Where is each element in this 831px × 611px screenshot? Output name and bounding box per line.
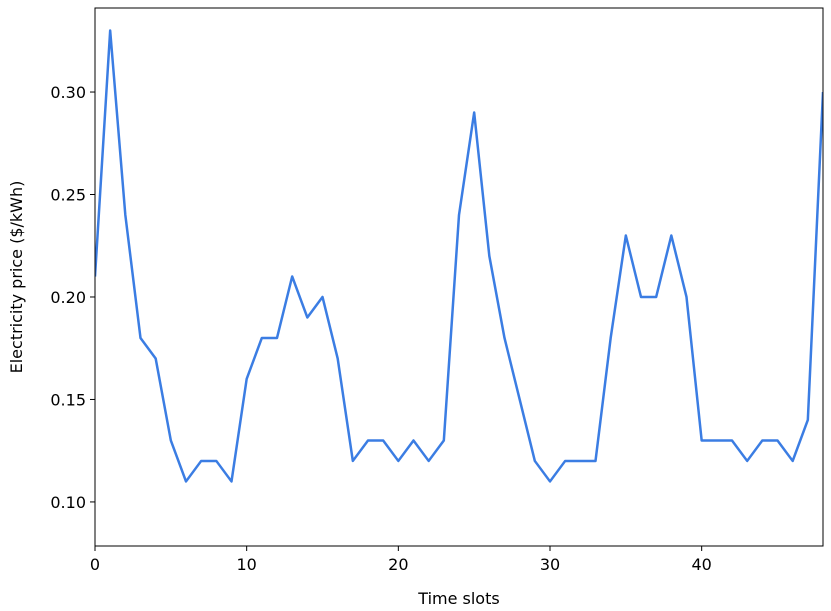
price-line: [95, 29, 823, 483]
y-tick-label: 0.10: [50, 493, 86, 512]
y-tick-label: 0.20: [50, 288, 86, 307]
y-tick-label: 0.25: [50, 186, 86, 205]
y-tick-label: 0.30: [50, 83, 86, 102]
x-tick-label: 20: [388, 555, 408, 574]
x-tick-label: 40: [691, 555, 711, 574]
y-tick-label: 0.15: [50, 390, 86, 409]
x-tick-label: 10: [236, 555, 256, 574]
x-tick-label: 0: [90, 555, 100, 574]
plot-frame: [94, 7, 824, 547]
y-axis-label: Electricity price ($/kWh): [7, 181, 26, 374]
x-tick-label: 30: [540, 555, 560, 574]
x-axis-label: Time slots: [417, 589, 499, 608]
